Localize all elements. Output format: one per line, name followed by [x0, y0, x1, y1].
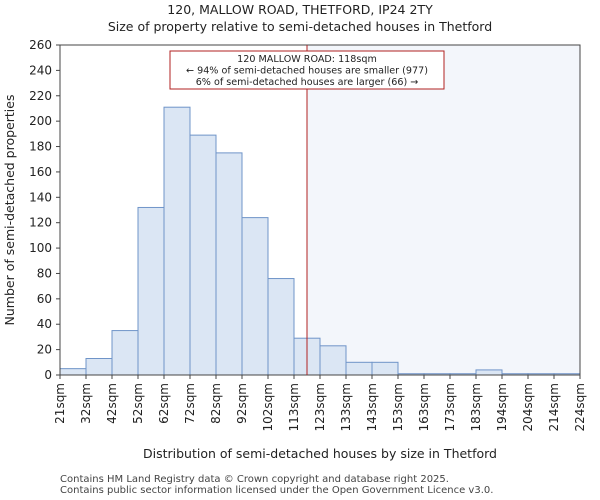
annotation-line-1: 120 MALLOW ROAD: 118sqm	[237, 54, 377, 65]
y-tick-label-60: 60	[37, 292, 52, 306]
bar-21sqm	[59, 368, 87, 376]
x-tick-label-183sqm: 183sqm	[469, 383, 483, 431]
x-tick-label-72sqm: 72sqm	[183, 383, 197, 424]
y-tick-label-260: 260	[29, 38, 52, 52]
x-axis-label: Distribution of semi-detached houses by …	[143, 446, 497, 461]
y-tick-label-80: 80	[37, 266, 52, 280]
y-tick-label-240: 240	[29, 63, 52, 77]
bar-143sqm	[371, 361, 399, 376]
bar-82sqm	[215, 152, 243, 376]
x-tick-label-173sqm: 173sqm	[443, 383, 457, 431]
y-tick-label-0: 0	[44, 368, 52, 382]
bar-52sqm	[137, 206, 165, 376]
y-tick-label-20: 20	[37, 343, 52, 357]
y-tick-label-200: 200	[29, 114, 52, 128]
y-tick-label-160: 160	[29, 165, 52, 179]
y-tick-label-120: 120	[29, 216, 52, 230]
x-tick-label-153sqm: 153sqm	[391, 383, 405, 431]
bar-32sqm	[85, 358, 113, 376]
bar-183sqm	[475, 369, 503, 376]
x-tick-label-163sqm: 163sqm	[417, 383, 431, 431]
chart-subtitle: Size of property relative to semi-detach…	[107, 19, 493, 34]
bar-123sqm	[319, 345, 347, 376]
y-axis-label: Number of semi-detached properties	[2, 95, 17, 326]
bar-42sqm	[111, 330, 139, 376]
footer-line-2: Contains public sector information licen…	[60, 485, 494, 496]
bar-102sqm	[267, 278, 295, 376]
x-tick-label-204sqm: 204sqm	[521, 383, 535, 431]
x-tick-label-113sqm: 113sqm	[287, 383, 301, 431]
x-tick-label-214sqm: 214sqm	[547, 383, 561, 431]
x-tick-label-32sqm: 32sqm	[79, 383, 93, 424]
x-tick-label-21sqm: 21sqm	[53, 383, 67, 424]
x-tick-label-52sqm: 52sqm	[131, 383, 145, 424]
x-tick-label-102sqm: 102sqm	[261, 383, 275, 431]
annotation-line-3: 6% of semi-detached houses are larger (6…	[196, 77, 419, 88]
annotation-line-2: ← 94% of semi-detached houses are smalle…	[186, 66, 428, 77]
bar-62sqm	[163, 106, 191, 376]
annotation-box	[169, 50, 445, 90]
x-tick-label-42sqm: 42sqm	[105, 383, 119, 424]
x-tick-label-92sqm: 92sqm	[235, 383, 249, 424]
y-tick-label-140: 140	[29, 190, 52, 204]
footer-line-1: Contains HM Land Registry data © Crown c…	[60, 474, 449, 485]
x-tick-label-224sqm: 224sqm	[573, 383, 587, 431]
y-tick-label-40: 40	[37, 317, 52, 331]
chart-title: 120, MALLOW ROAD, THETFORD, IP24 2TY	[167, 2, 433, 17]
bar-133sqm	[345, 361, 373, 376]
x-tick-label-82sqm: 82sqm	[209, 383, 223, 424]
x-tick-label-143sqm: 143sqm	[365, 383, 379, 431]
bar-92sqm	[241, 217, 269, 376]
x-tick-label-133sqm: 133sqm	[339, 383, 353, 431]
x-tick-label-194sqm: 194sqm	[495, 383, 509, 431]
larger-region-shade	[307, 45, 580, 375]
x-tick-label-62sqm: 62sqm	[157, 383, 171, 424]
bar-72sqm	[189, 134, 217, 376]
y-tick-label-180: 180	[29, 140, 52, 154]
y-tick-label-220: 220	[29, 89, 52, 103]
y-tick-label-100: 100	[29, 241, 52, 255]
x-tick-label-123sqm: 123sqm	[313, 383, 327, 431]
